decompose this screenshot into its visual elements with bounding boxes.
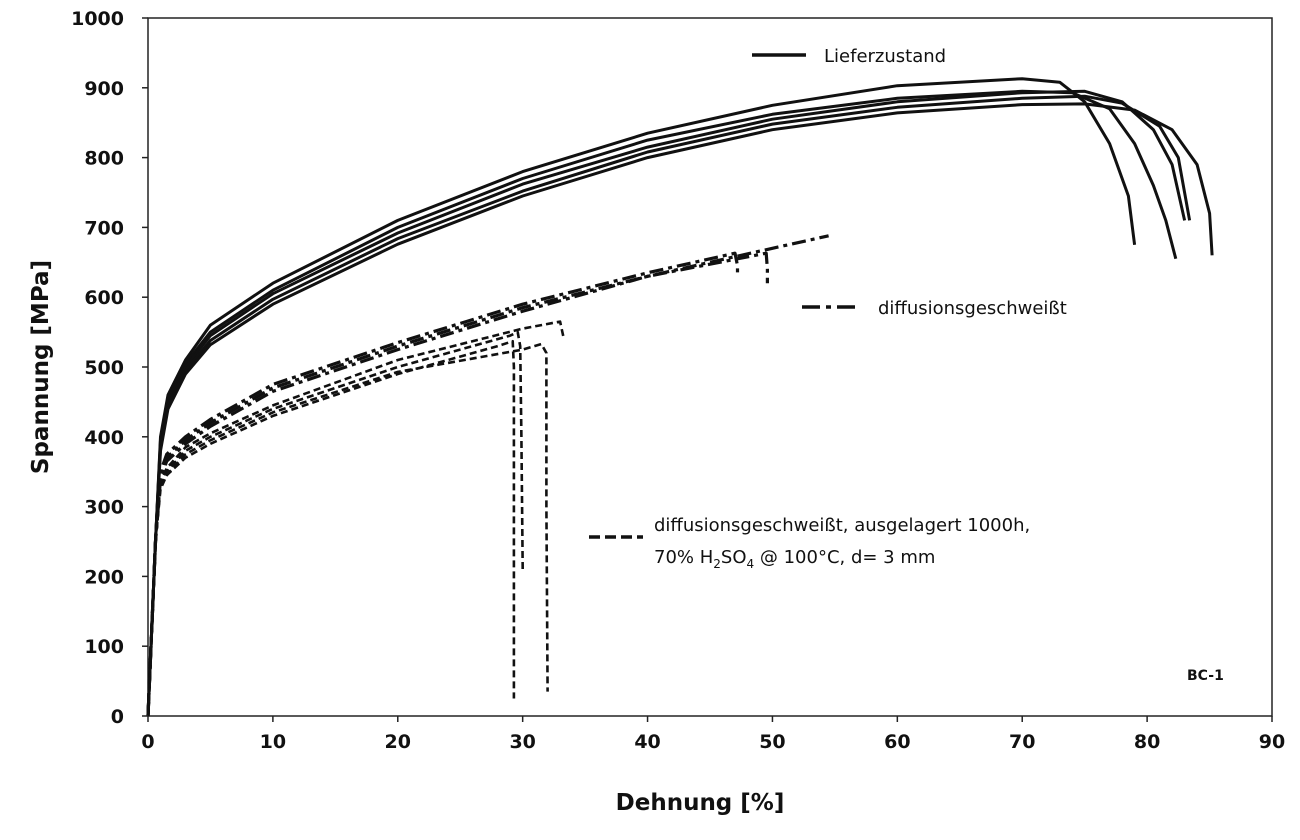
- y-tick-label: 600: [84, 287, 124, 309]
- x-tick-label: 30: [509, 731, 535, 753]
- series-line-dashdot-7: [146, 234, 829, 717]
- legend-lieferzustand: Lieferzustand: [752, 46, 946, 67]
- y-tick-label: 700: [84, 217, 124, 239]
- x-tick-label: 90: [1259, 731, 1285, 753]
- legend-diffusionsgeschweisst: diffusionsgeschweißt: [802, 298, 1067, 319]
- y-tick-label: 0: [111, 706, 124, 728]
- x-tick-label: 60: [884, 731, 910, 753]
- series-line-dashed-11: [146, 320, 566, 717]
- y-tick-label: 200: [84, 566, 124, 588]
- x-tick-label: 70: [1009, 731, 1035, 753]
- y-tick-label: 1000: [71, 8, 124, 30]
- series-line-dashed-8: [146, 339, 516, 717]
- x-axis-title: Dehnung [%]: [616, 790, 785, 816]
- plot-frame: [147, 17, 1273, 717]
- x-tick-label: 50: [759, 731, 785, 753]
- y-tick-label: 800: [84, 148, 124, 170]
- y-axis-title: Spannung [MPa]: [28, 260, 54, 474]
- legend-label-ausgelagert-line1: diffusionsgeschweißt, ausgelagert 1000h,: [654, 515, 1030, 536]
- x-axis-ticks: 0 10 20 30 40 50 60 70 80 90: [141, 716, 1285, 753]
- x-tick-label: 10: [260, 731, 286, 753]
- x-tick-label: 40: [634, 731, 660, 753]
- y-tick-label: 100: [84, 636, 124, 658]
- y-axis-ticks: 0 100 200 300 400 500 600 700 800 900 1000: [71, 8, 148, 728]
- y-tick-label: 400: [84, 427, 124, 449]
- series-line-dashdot-6: [146, 251, 769, 717]
- y-tick-label: 500: [84, 357, 124, 379]
- x-tick-label: 0: [141, 731, 154, 753]
- x-tick-label: 20: [385, 731, 411, 753]
- y-tick-label: 900: [84, 78, 124, 100]
- legend-ausgelagert: diffusionsgeschweißt, ausgelagert 1000h,…: [589, 515, 1030, 571]
- series-layer: [146, 77, 1214, 717]
- x-tick-label: 80: [1134, 731, 1160, 753]
- legend-label-lieferzustand: Lieferzustand: [824, 46, 946, 67]
- y-tick-label: 300: [84, 497, 124, 519]
- series-line-dashed-10: [146, 342, 549, 717]
- specimen-annotation: BC-1: [1187, 668, 1224, 684]
- series-line-dashed-9: [146, 330, 524, 717]
- series-line-solid-1: [146, 89, 1178, 717]
- legend-label-ausgelagert-line2: 70% H2SO4 @ 100°C, d= 3 mm: [654, 547, 935, 571]
- plot-area-border: [147, 17, 1273, 717]
- legend-label-diffusionsgeschweisst: diffusionsgeschweißt: [878, 298, 1067, 319]
- series-line-solid-4: [146, 102, 1214, 717]
